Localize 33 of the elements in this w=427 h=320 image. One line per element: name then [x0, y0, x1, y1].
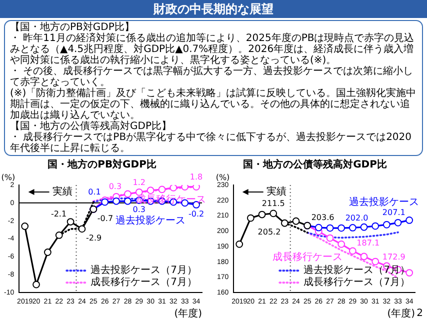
data-label: -2.1 [50, 209, 67, 218]
data-label: -0.7 [97, 214, 114, 223]
x-axis-title: (年度) [174, 308, 202, 320]
data-label: 187.1 [356, 238, 380, 248]
text: 2 [416, 308, 423, 319]
ref-line-label: 実績 [52, 186, 72, 198]
series-label: 過去投影ケース [116, 214, 186, 227]
ref-line-label: 実績 [266, 186, 286, 198]
text: 財政の中長期的な展望 [0, 0, 427, 18]
data-label: 172.9 [382, 252, 406, 262]
y-axis-title: (%) [216, 173, 230, 182]
legend-label: 成長移行ケース（7月） [304, 276, 410, 288]
data-label: 205.2 [258, 228, 281, 237]
legend-label: 成長移行ケース（7月） [90, 276, 198, 288]
x-axis-title: (年度) [387, 308, 416, 320]
data-label: 1.8 [190, 172, 203, 182]
data-label: 211.5 [262, 199, 285, 208]
text-frame: 【国・地方のPB対GDP比】 ・ 昨年11月の経済対策に係る歳出の追加等により、2025年度のPBは現時点で赤字の見込みとなる（▲4.5兆円程度、対GDP比▲0.7%程度）。2026年度は、経済成長に伴う歳入増や同対策に係る歳出の執行縮小により、黒字化する姿となっている(※)。 ・ その後、成長移行ケースでは黒字幅が拡大する一方、過去投影ケースでは次第に縮小して赤字となっていく。 (※)「防衛力整備計画」及び「こども未来戦略」は試算に反映している。国土強靱化実施中期計画は、一定の仮定の下、機械的に織り込んでいる。その他の具体的に想定されない追加歳出は織り込んでいない。 【国・地方の公債等残高対GDP比】 ・ 成長移行ケースではPBが黒字化する中で徐々に低下するが、過去投影ケースでは2020年代後半に上昇に転じる。 [4, 20, 423, 156]
data-label: 0.3 [132, 204, 146, 214]
chart-title: 国・地方の公債等残高対GDP比 [243, 158, 387, 171]
data-label: 207.1 [382, 208, 406, 217]
series-label: 成長移行ケース [272, 251, 342, 264]
data-label: 0.3 [108, 182, 122, 191]
data-label: -2.9 [86, 234, 102, 243]
y-axis-title: (%) [1, 173, 16, 182]
data-label: -0.2 [188, 209, 204, 218]
data-label: 1.2 [132, 178, 146, 187]
data-label: 203.6 [311, 213, 334, 222]
legend-label: 過去投影ケース（7月） [90, 264, 198, 276]
data-label: 0.1 [88, 188, 101, 197]
series-label: 過去投影ケース [349, 196, 419, 208]
chart-title: 国・地方のPB対GDP比 [48, 158, 156, 171]
data-label: 202.0 [345, 214, 368, 223]
